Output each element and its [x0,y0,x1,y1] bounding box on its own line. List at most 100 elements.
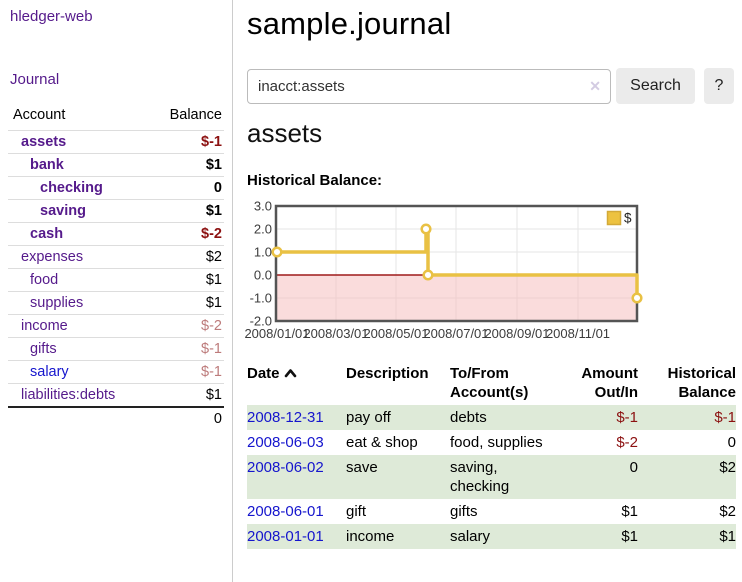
svg-text:-2.0: -2.0 [250,314,272,329]
transaction-date[interactable]: 2008-06-01 [247,503,324,520]
register-table: Date Description To/From Account(s) Amou… [247,362,736,549]
historical-balance-chart: $ 3.0 2.0 1.0 0.0 -1.0 -2.0 2008/01/01 2… [244,201,643,341]
account-link-cash[interactable]: cash [8,222,148,246]
sidebar: hledger-web Journal Account Balance asse… [0,0,233,582]
transaction-accounts: salary [450,528,491,545]
account-link-bank[interactable]: bank [8,153,148,177]
account-balance: $-1 [147,337,224,361]
chart-title: Historical Balance: [247,172,383,189]
accounts-table: Account Balance assets $-1 bank $1 check… [8,101,224,430]
account-balance: $-1 [147,130,224,154]
chart-legend: $ [604,209,635,227]
transaction-description: pay off [346,409,391,426]
transaction-balance: $-1 [714,409,736,426]
account-link-food[interactable]: food [8,268,148,292]
search-bar: ✕ Search ? [247,68,734,104]
chart-border [274,204,639,323]
transaction-date[interactable]: 2008-12-31 [247,409,324,426]
clear-search-icon[interactable]: ✕ [589,77,601,94]
account-row: expenses $2 [8,245,224,269]
account-row: bank $1 [8,153,224,177]
main-panel: sample.journal ✕ Search ? assets Histori… [233,0,742,582]
column-header-amount: Amount Out/In [581,365,638,401]
account-link-assets[interactable]: assets [8,130,148,154]
account-link-salary[interactable]: salary [8,360,148,384]
transaction-accounts: food, supplies [450,434,543,451]
svg-text:3.0: 3.0 [254,201,272,214]
account-link-supplies[interactable]: supplies [8,291,148,315]
account-row: cash $-2 [8,222,224,246]
page-title: sample.journal [247,6,452,41]
accounts-total-value: 0 [147,406,224,430]
column-header-balance: Historical Balance [667,365,736,401]
transaction-date[interactable]: 2008-06-02 [247,459,324,476]
accounts-header-balance: Balance [147,101,224,131]
svg-text:-1.0: -1.0 [250,291,272,306]
accounts-total-spacer [8,406,148,430]
table-row: 2008-06-01 gift gifts $1 $2 [247,499,736,524]
account-link-checking[interactable]: checking [8,176,148,200]
account-balance: $-2 [147,222,224,246]
account-balance: $1 [147,199,224,223]
account-link-expenses[interactable]: expenses [8,245,148,269]
account-row: liabilities:debts $1 [8,383,224,408]
search-input[interactable] [247,68,611,104]
account-heading: assets [247,118,323,148]
sidebar-item-journal[interactable]: Journal [10,71,60,88]
table-row: 2008-06-02 save saving, checking 0 $2 [247,455,736,499]
balance-series-markers [271,223,643,304]
transaction-accounts: debts [450,409,487,426]
transaction-date[interactable]: 2008-06-03 [247,434,324,451]
account-balance: $1 [147,383,224,408]
account-row: income $-2 [8,314,224,338]
svg-text:2008/05/01: 2008/05/01 [363,326,428,341]
transaction-accounts: saving, checking [450,459,510,495]
transaction-description: income [346,528,395,545]
legend-label: $ [624,211,632,226]
transaction-balance: 0 [727,434,736,451]
transaction-amount: $-2 [616,434,638,451]
brand-link[interactable]: hledger-web [10,8,93,25]
y-axis-labels: 3.0 2.0 1.0 0.0 -1.0 -2.0 [250,201,272,329]
account-row: salary $-1 [8,360,224,384]
register-header-row: Date Description To/From Account(s) Amou… [247,362,736,405]
account-row: food $1 [8,268,224,292]
svg-text:2008/03/01: 2008/03/01 [303,326,368,341]
accounts-total-row: 0 [8,406,224,430]
transaction-description: save [346,459,378,476]
chart-negative-region [276,275,637,321]
transaction-accounts: gifts [450,503,478,520]
table-row: 2008-01-01 income salary $1 $1 [247,524,736,549]
transaction-amount: $1 [621,528,638,545]
svg-text:2.0: 2.0 [254,222,272,237]
account-link-liabilities-debts[interactable]: liabilities:debts [8,383,148,408]
account-row: saving $1 [8,199,224,223]
account-row: checking 0 [8,176,224,200]
account-row: assets $-1 [8,130,224,154]
account-link-income[interactable]: income [8,314,148,338]
search-button[interactable]: Search [616,68,695,104]
transaction-balance: $1 [719,528,736,545]
account-link-saving[interactable]: saving [8,199,148,223]
help-button[interactable]: ? [704,68,734,104]
transaction-description: gift [346,503,367,520]
account-link-gifts[interactable]: gifts [8,337,148,361]
accounts-table-header: Account Balance [8,101,224,131]
account-balance: $-1 [147,360,224,384]
column-header-date[interactable]: Date [247,362,346,405]
account-balance: $2 [147,245,224,269]
transaction-amount: $-1 [616,409,638,426]
svg-text:2008/09/01: 2008/09/01 [484,326,549,341]
legend-swatch [606,210,622,226]
column-header-description: Description [346,365,429,382]
svg-text:0.0: 0.0 [254,268,272,283]
transaction-description: eat & shop [346,434,418,451]
account-balance: $-2 [147,314,224,338]
account-balance: $1 [147,153,224,177]
svg-text:2008/11/01: 2008/11/01 [546,326,610,341]
svg-text:2008/01/01: 2008/01/01 [244,326,309,341]
account-row: supplies $1 [8,291,224,315]
account-row: gifts $-1 [8,337,224,361]
transaction-date[interactable]: 2008-01-01 [247,528,324,545]
column-header-accounts: To/From Account(s) [450,365,529,401]
